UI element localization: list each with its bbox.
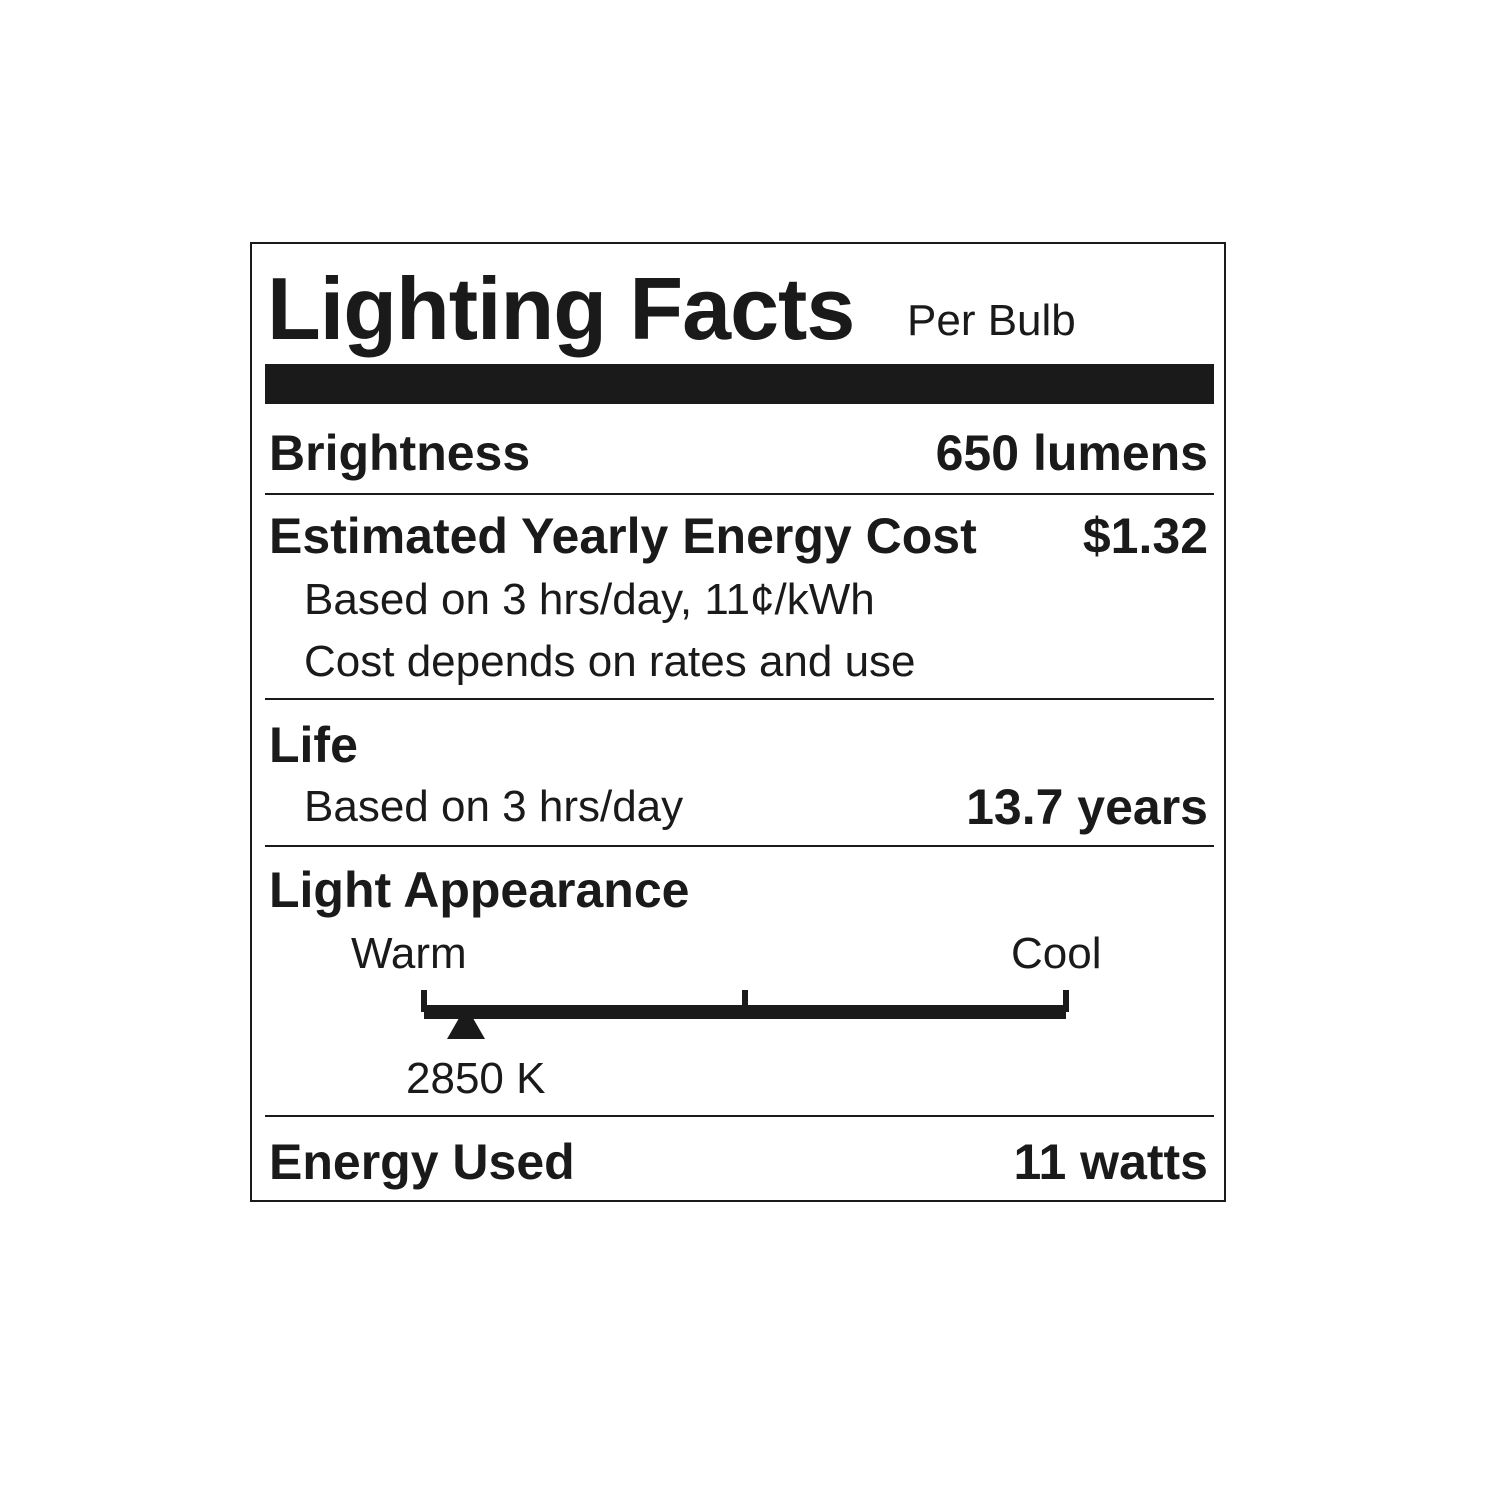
- label-title: Lighting Facts: [267, 259, 855, 358]
- scale-tick: [421, 990, 427, 1012]
- color-temperature-scale: [424, 1005, 1066, 1019]
- life-value: 13.7 years: [966, 779, 1208, 835]
- energy-cost-note: Cost depends on rates and use: [304, 637, 916, 686]
- energy-used-label: Energy Used: [269, 1134, 575, 1190]
- energy-used-value: 11 watts: [1013, 1134, 1208, 1190]
- life-note: Based on 3 hrs/day: [304, 782, 684, 831]
- energy-cost-label: Estimated Yearly Energy Cost: [269, 508, 977, 564]
- scale-tick: [1063, 990, 1069, 1012]
- divider: [265, 493, 1214, 495]
- divider: [265, 845, 1214, 847]
- lighting-facts-label: [250, 242, 1226, 1202]
- life-label: Life: [269, 717, 358, 773]
- light-appearance-label: Light Appearance: [269, 862, 690, 918]
- energy-cost-note: Based on 3 hrs/day, 11¢/kWh: [304, 575, 875, 624]
- brightness-value: 650 lumens: [935, 425, 1208, 481]
- warm-label: Warm: [351, 929, 467, 978]
- energy-cost-value: $1.32: [1082, 508, 1208, 564]
- divider: [265, 1115, 1214, 1117]
- brightness-label: Brightness: [269, 425, 531, 481]
- cool-label: Cool: [1011, 929, 1102, 978]
- label-subtitle: Per Bulb: [907, 296, 1076, 345]
- color-temperature-marker: [446, 1006, 485, 1039]
- header-divider: [265, 364, 1214, 404]
- color-temperature-value: 2850 K: [406, 1054, 546, 1103]
- divider: [265, 698, 1214, 700]
- scale-tick: [742, 990, 748, 1012]
